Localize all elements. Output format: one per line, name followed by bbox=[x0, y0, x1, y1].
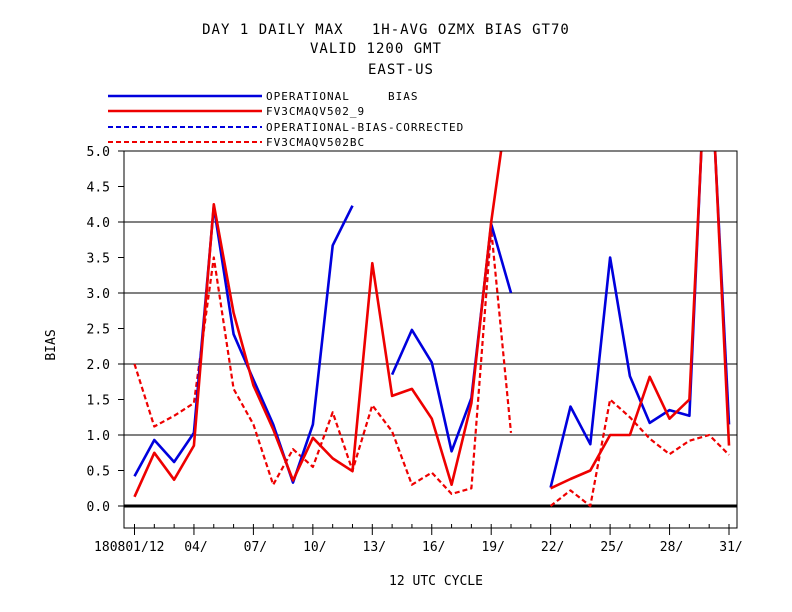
legend-label-fv3cmaq: FV3CMAQV502_9 bbox=[266, 105, 365, 118]
x-tick-label: 16/ bbox=[422, 540, 445, 555]
series-line-2 bbox=[713, 151, 731, 446]
legend-label-operational-bc: OPERATIONAL-BIAS-CORRECTED bbox=[266, 121, 464, 134]
x-tick-label: 31/ bbox=[719, 540, 742, 555]
series-line-2 bbox=[550, 151, 703, 490]
y-tick-label: 5.0 bbox=[87, 145, 110, 160]
x-tick-label: 25/ bbox=[600, 540, 623, 555]
chart-title-line-3: EAST-US bbox=[368, 62, 434, 78]
series-line-2 bbox=[133, 151, 503, 498]
series-line-1 bbox=[133, 205, 354, 484]
series-line-1 bbox=[549, 151, 703, 488]
chart-title-line-1: DAY 1 DAILY MAX 1H-AVG OZMX BIAS GT70 bbox=[202, 22, 570, 38]
y-axis: 0.0 0.5 1.0 1.5 2.0 2.5 3.0 3.5 4.0 4.5 5.0 bbox=[87, 145, 124, 515]
y-tick-label: 1.0 bbox=[87, 429, 110, 444]
chart-title-line-2: VALID 1200 GMT bbox=[310, 41, 442, 57]
y-tick-label: 2.0 bbox=[87, 358, 110, 373]
y-tick-label: 0.0 bbox=[87, 500, 110, 515]
x-tick-label: 19/ bbox=[481, 540, 504, 555]
x-tick-label: 28/ bbox=[660, 540, 683, 555]
y-tick-label: 1.5 bbox=[87, 394, 110, 409]
y-tick-label: 2.5 bbox=[87, 323, 110, 338]
x-tick-label: 07/ bbox=[244, 540, 267, 555]
y-tick-label: 0.5 bbox=[87, 465, 110, 480]
x-axis: 180801/12 04/07/10/13/16/19/22/25/28/31/ bbox=[94, 524, 743, 555]
gridlines bbox=[124, 150, 737, 508]
series-line-4 bbox=[549, 398, 730, 508]
y-tick-label: 4.0 bbox=[87, 216, 110, 231]
x-tick-label: 13/ bbox=[363, 540, 386, 555]
series-lines bbox=[133, 151, 731, 508]
legend-label-fv3cmaq-bc: FV3CMAQV502BC bbox=[266, 136, 365, 149]
y-axis-label: BIAS bbox=[44, 329, 59, 360]
x-tick-label: 22/ bbox=[541, 540, 564, 555]
x-tick-label: 10/ bbox=[303, 540, 326, 555]
y-tick-label: 3.0 bbox=[87, 287, 110, 302]
plot-frame bbox=[123, 150, 738, 529]
x-tick-label: 04/ bbox=[184, 540, 207, 555]
y-tick-label: 4.5 bbox=[87, 181, 110, 196]
legend: OPERATIONAL BIAS FV3CMAQV502_9 OPERATION… bbox=[108, 90, 464, 149]
x-axis-label: 12 UTC CYCLE bbox=[389, 574, 483, 589]
legend-label-operational: OPERATIONAL BIAS bbox=[266, 90, 418, 103]
series-line-4 bbox=[133, 228, 513, 495]
y-tick-label: 3.5 bbox=[87, 252, 110, 267]
x-tick-label: 180801/12 bbox=[94, 540, 164, 555]
